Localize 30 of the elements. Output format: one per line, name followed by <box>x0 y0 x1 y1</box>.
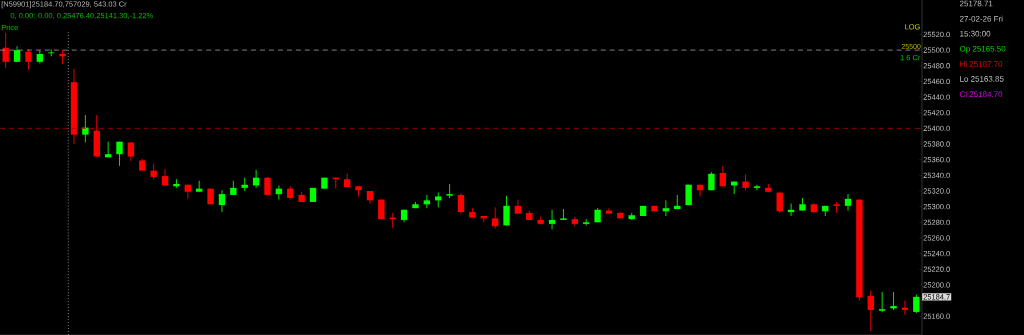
candlestick <box>446 183 453 199</box>
candlestick <box>298 191 305 203</box>
candlestick <box>765 183 772 193</box>
candlestick <box>594 207 601 223</box>
candlestick <box>560 208 567 221</box>
candlestick <box>742 174 749 191</box>
candlestick <box>537 216 544 226</box>
candlestick <box>913 294 920 314</box>
candlestick <box>469 207 476 219</box>
candlestick <box>25 48 32 71</box>
candlestick <box>207 188 214 205</box>
candlestick <box>639 205 647 217</box>
candlestick <box>230 180 237 196</box>
candlestick <box>583 218 590 226</box>
candlestick <box>321 177 328 190</box>
candlestick <box>856 199 863 302</box>
candlestick <box>799 197 806 211</box>
candlestick <box>651 205 658 212</box>
candlestick <box>708 171 715 191</box>
candlestick <box>878 291 886 313</box>
candlestick <box>48 48 55 57</box>
candlestick <box>378 199 385 220</box>
candlestick <box>412 201 419 209</box>
candlestick <box>685 184 692 206</box>
candlestick <box>355 185 362 197</box>
candlestick <box>264 176 271 196</box>
candlestick <box>150 163 157 180</box>
candlestick <box>116 141 123 167</box>
candlestick <box>503 195 510 226</box>
candlestick <box>833 201 840 214</box>
